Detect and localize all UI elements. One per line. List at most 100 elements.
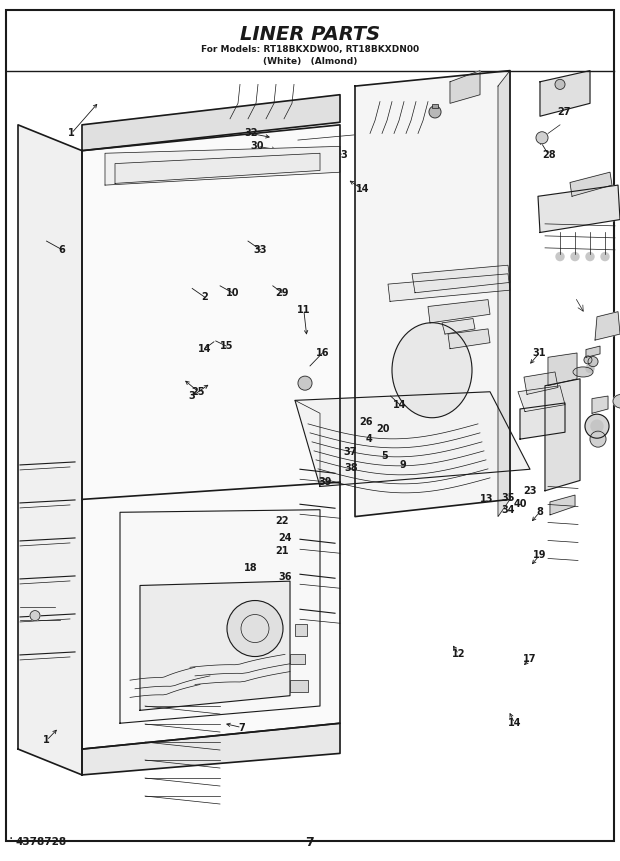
Text: 36: 36 [278,572,292,582]
Text: 6: 6 [59,245,65,255]
Text: 3: 3 [341,150,347,160]
Polygon shape [82,95,340,151]
Circle shape [227,600,283,657]
Text: 19: 19 [533,550,546,561]
Circle shape [591,420,603,432]
Polygon shape [428,300,490,323]
Bar [290,654,305,665]
Text: 21: 21 [275,546,289,556]
Polygon shape [570,172,612,196]
Text: 9: 9 [400,460,406,470]
Text: 35: 35 [502,492,515,503]
Circle shape [584,356,592,364]
Text: 12: 12 [452,649,466,660]
Text: 18: 18 [244,563,258,573]
Text: 14: 14 [393,400,407,410]
Text: (White)   (Almond): (White) (Almond) [263,58,357,66]
Text: 29: 29 [275,288,289,298]
Text: 30: 30 [250,141,264,152]
Text: 7: 7 [306,835,314,849]
Text: 23: 23 [523,486,537,496]
Polygon shape [115,153,320,183]
Polygon shape [388,274,510,301]
Text: 14: 14 [356,184,370,195]
Circle shape [555,79,565,90]
Text: 15: 15 [219,341,233,351]
Text: 8: 8 [536,507,543,517]
Circle shape [571,252,579,261]
Text: 3: 3 [189,391,195,401]
Text: 27: 27 [557,107,571,117]
Text: 24: 24 [278,533,292,543]
Polygon shape [586,346,600,357]
Text: 5: 5 [381,451,388,461]
Polygon shape [498,71,510,517]
Ellipse shape [613,394,620,408]
Polygon shape [550,495,575,515]
Polygon shape [540,71,590,116]
Text: 17: 17 [523,653,537,664]
Polygon shape [120,510,320,723]
Text: 10: 10 [226,288,239,298]
Text: 25: 25 [192,387,205,397]
Circle shape [429,106,441,118]
Polygon shape [82,723,340,775]
Polygon shape [18,125,82,775]
Text: 14: 14 [508,718,521,728]
Polygon shape [450,71,480,103]
Text: 40: 40 [514,499,528,509]
Text: 39: 39 [319,477,332,487]
Text: 7: 7 [239,722,245,733]
Text: 4378728: 4378728 [15,837,66,847]
Text: 4: 4 [366,434,372,444]
Text: 32: 32 [244,128,258,139]
Polygon shape [412,265,510,293]
Text: 28: 28 [542,150,556,160]
Text: 26: 26 [359,417,373,427]
Polygon shape [448,329,490,349]
Polygon shape [105,146,340,185]
Text: 11: 11 [297,305,311,315]
Text: 1: 1 [43,735,50,746]
Text: 14: 14 [198,344,211,354]
Circle shape [585,414,609,438]
Text: 13: 13 [480,494,494,505]
Circle shape [601,252,609,261]
Circle shape [536,132,548,144]
Text: 22: 22 [275,516,289,526]
Circle shape [590,431,606,447]
Circle shape [588,356,598,367]
Circle shape [298,376,312,390]
Text: 33: 33 [254,245,267,255]
Text: 20: 20 [376,424,390,434]
Polygon shape [295,392,530,486]
Text: 1: 1 [68,128,74,139]
Text: For Models: RT18BKXDW00, RT18BKXDN00: For Models: RT18BKXDW00, RT18BKXDN00 [201,46,419,54]
Polygon shape [524,372,558,394]
Ellipse shape [392,323,472,418]
Polygon shape [82,125,340,749]
Text: 16: 16 [316,348,329,358]
Text: 34: 34 [502,505,515,515]
Polygon shape [140,581,290,710]
Text: 37: 37 [343,447,357,457]
Polygon shape [595,312,620,340]
Text: ·: · [9,833,14,846]
Ellipse shape [573,367,593,377]
Circle shape [586,252,594,261]
Polygon shape [442,319,475,334]
Bar [290,680,308,692]
Bar [432,104,438,108]
Bar [295,624,307,636]
Text: 2: 2 [202,292,208,302]
Circle shape [586,364,594,373]
Circle shape [30,610,40,621]
Text: 31: 31 [533,348,546,358]
Polygon shape [548,353,577,386]
Polygon shape [520,403,565,439]
Text: 38: 38 [345,462,358,473]
Polygon shape [592,396,608,413]
Polygon shape [538,185,620,232]
Polygon shape [545,379,580,491]
Text: LINER PARTS: LINER PARTS [240,25,380,44]
